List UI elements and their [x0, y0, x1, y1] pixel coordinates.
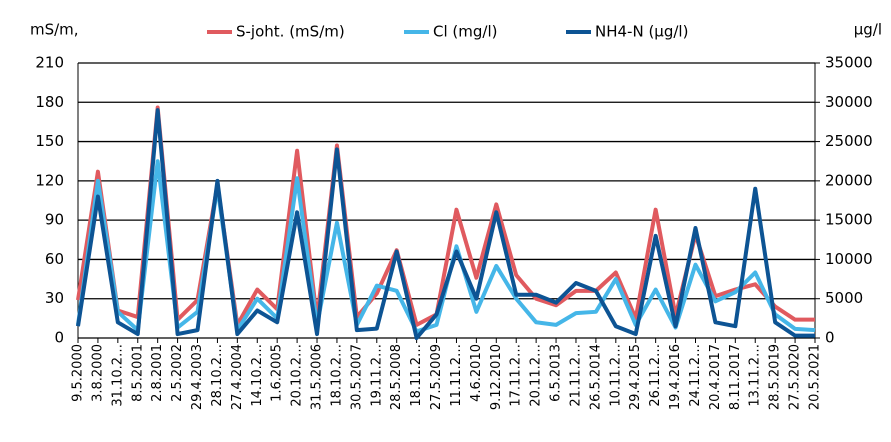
legend-label: Cl (mg/l): [433, 23, 497, 41]
y2-tick-label: 10000: [825, 250, 873, 268]
x-tick-label: 19.4.2016: [668, 344, 683, 410]
x-tick-label: 17.11.2…: [509, 344, 524, 407]
x-tick-label: 2.5.2002: [170, 344, 185, 402]
y2-tick-label: 20000: [825, 171, 873, 189]
y-tick-label: 0: [54, 329, 64, 347]
y-tick-label: 120: [35, 171, 64, 189]
x-tick-label: 20.5.2021: [808, 344, 823, 410]
y2-tick-label: 5000: [825, 289, 863, 307]
x-tick-label: 6.5.2013: [549, 344, 564, 402]
legend-label: S-joht. (mS/m): [236, 23, 345, 41]
y-tick-label: 90: [45, 211, 64, 229]
y2-tick-label: 30000: [825, 93, 873, 111]
x-tick-label: 28.5.2008: [389, 344, 404, 410]
y-tick-label: 30: [45, 289, 64, 307]
y2-tick-label: 15000: [825, 211, 873, 229]
x-tick-label: 20.10.2…: [290, 344, 305, 407]
x-tick-label: 9.5.2000: [71, 344, 86, 402]
x-tick-label: 20.4.2017: [708, 344, 723, 410]
x-tick-label: 31.10.2…: [110, 344, 125, 407]
x-tick-label: 13.11.2…: [748, 344, 763, 407]
y2-tick-label: 25000: [825, 132, 873, 150]
x-tick-label: 20.11.2…: [529, 344, 544, 407]
y-tick-label: 60: [45, 250, 64, 268]
x-tick-label: 27.4.2004: [230, 344, 245, 410]
x-tick-label: 27.5.2009: [429, 344, 444, 410]
y-tick-label: 180: [35, 93, 64, 111]
y-tick-label: 210: [35, 54, 64, 72]
x-tick-label: 18.11.2…: [409, 344, 424, 407]
legend-label: NH4-N (µg/l): [595, 23, 688, 41]
x-tick-label: 10.11.2…: [608, 344, 623, 407]
x-tick-label: 8.11.2017: [728, 344, 743, 410]
y-axis-title: mS/m,: [30, 21, 79, 39]
x-tick-label: 18.10.2…: [329, 344, 344, 407]
x-tick-label: 4.6.2010: [469, 344, 484, 402]
x-tick-label: 9.12.2010: [489, 344, 504, 410]
x-tick-label: 14.10.2…: [250, 344, 265, 407]
x-tick-label: 29.4.2015: [628, 344, 643, 410]
x-tick-label: 3.8.2000: [90, 344, 105, 402]
y2-axis-title: µg/l: [854, 21, 882, 39]
x-tick-label: 24.11.2…: [688, 344, 703, 407]
y2-tick-label: 35000: [825, 54, 873, 72]
y-tick-label: 150: [35, 132, 64, 150]
x-tick-label: 26.11.2…: [648, 344, 663, 407]
y2-tick-label: 0: [825, 329, 835, 347]
x-tick-label: 28.10.2…: [210, 344, 225, 407]
series-line: [76, 108, 815, 340]
x-tick-label: 1.6.2005: [270, 344, 285, 402]
x-tick-label: 2.8.2001: [150, 344, 165, 402]
x-tick-label: 29.4.2003: [190, 344, 205, 410]
x-tick-label: 27.5.2020: [788, 344, 803, 410]
x-tick-label: 19.11.2…: [369, 344, 384, 407]
x-tick-label: 26.5.2014: [588, 344, 603, 410]
x-tick-label: 11.11.2…: [449, 344, 464, 407]
x-tick-label: 8.5.2001: [130, 344, 145, 402]
x-tick-label: 30.5.2007: [349, 344, 364, 410]
x-tick-label: 31.5.2006: [310, 344, 325, 410]
x-tick-label: 21.11.2…: [568, 344, 583, 407]
series-line: [76, 159, 816, 334]
x-tick-label: 28.5.2019: [768, 344, 783, 410]
